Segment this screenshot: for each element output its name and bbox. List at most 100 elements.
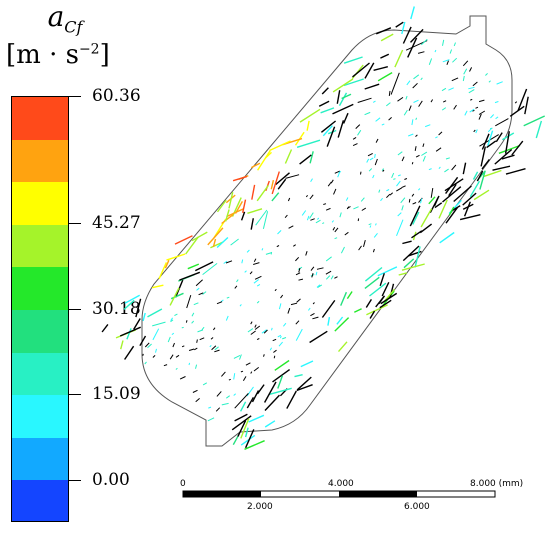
- colorbar-label-max: 60.36: [92, 86, 141, 106]
- vector-arrow: [415, 134, 418, 137]
- vector-arrow: [369, 225, 372, 228]
- vector-arrow: [472, 109, 475, 112]
- vector-arrow: [433, 197, 439, 207]
- vector-arrow: [325, 275, 331, 280]
- vector-arrow: [364, 266, 383, 282]
- vector-arrow: [408, 105, 412, 111]
- vector-arrow: [331, 220, 334, 223]
- vector-arrow: [396, 187, 403, 192]
- vector-arrow: [397, 174, 401, 177]
- vector-arrow: [245, 362, 251, 366]
- vector-arrow: [174, 313, 178, 317]
- vector-arrow: [171, 332, 175, 336]
- vector-arrow: [367, 152, 373, 157]
- vector-arrow: [369, 282, 387, 297]
- vector-arrow: [511, 140, 524, 156]
- vector-arrow: [246, 386, 254, 397]
- vector-arrow: [369, 310, 376, 319]
- vector-arrow: [236, 279, 239, 283]
- vector-arrow: [360, 197, 365, 202]
- vector-arrow: [498, 144, 521, 154]
- vector-arrow: [296, 376, 312, 391]
- vector-arrow: [321, 299, 336, 318]
- vector-arrow: [453, 104, 457, 110]
- vector-arrow: [495, 132, 503, 143]
- colorbar-label-15: 15.09: [92, 384, 141, 404]
- vector-arrow: [273, 349, 277, 353]
- vector-arrow: [340, 291, 348, 306]
- vector-arrow: [408, 133, 414, 137]
- vector-arrow: [425, 124, 431, 128]
- vector-arrow: [523, 115, 545, 127]
- vector-arrow: [355, 124, 361, 129]
- vector-arrow: [372, 100, 376, 103]
- vector-arrow: [322, 125, 333, 137]
- vector-arrow: [334, 317, 350, 332]
- vector-arrow: [395, 21, 404, 28]
- vector-arrow: [375, 117, 381, 122]
- vector-arrow: [124, 345, 135, 360]
- vector-arrow: [201, 326, 205, 331]
- vector-arrow: [442, 100, 447, 103]
- vector-arrow: [221, 214, 234, 225]
- vector-arrow: [428, 58, 433, 65]
- vector-arrow: [492, 165, 511, 171]
- vector-arrow: [256, 384, 265, 395]
- vector-arrow: [234, 393, 249, 409]
- vector-arrow: [147, 343, 152, 349]
- vector-arrow: [253, 279, 260, 284]
- vector-arrow: [250, 218, 254, 230]
- vector-arrow: [237, 420, 247, 437]
- vector-arrow: [372, 174, 375, 179]
- vector-arrow: [390, 72, 400, 95]
- vector-arrow: [343, 78, 364, 87]
- vector-arrow: [274, 359, 290, 371]
- vector-arrow: [239, 401, 247, 412]
- vector-arrow: [124, 294, 141, 304]
- vector-arrow: [152, 328, 160, 341]
- vector-arrow: [242, 376, 247, 382]
- colorbar-segment: [12, 437, 68, 481]
- vector-arrow: [464, 110, 468, 116]
- vector-arrow: [320, 120, 337, 133]
- vector-arrow: [240, 434, 256, 446]
- vector-arrow: [273, 355, 276, 359]
- vector-arrow: [199, 337, 205, 341]
- vector-arrow: [470, 98, 473, 101]
- vector-arrow: [381, 281, 390, 297]
- vector-arrow: [298, 267, 301, 273]
- vector-arrow: [332, 227, 336, 231]
- vector-arrow: [344, 231, 349, 236]
- vector-arrow: [357, 129, 362, 136]
- vector-arrow: [285, 174, 300, 179]
- vector-arrow: [420, 38, 428, 46]
- vector-arrow: [405, 95, 408, 100]
- vector-arrow: [246, 396, 255, 409]
- vector-arrow: [257, 150, 271, 171]
- vector-arrow: [369, 157, 374, 161]
- vector-arrow: [119, 326, 141, 337]
- vector-arrow: [346, 291, 353, 299]
- vector-arrow: [193, 302, 199, 306]
- vector-arrow: [277, 375, 284, 389]
- vector-arrow: [397, 96, 404, 102]
- vector-arrow: [339, 212, 342, 218]
- scale-bar-seg-1: [183, 491, 261, 497]
- vector-arrow: [264, 420, 276, 428]
- vector-arrow: [254, 275, 262, 280]
- vector-arrow: [320, 107, 335, 114]
- vector-arrow: [239, 304, 242, 307]
- vector-arrow: [332, 103, 354, 115]
- vector-arrow: [418, 188, 421, 191]
- vector-arrow: [263, 354, 265, 357]
- vector-arrow: [337, 341, 348, 353]
- vector-arrow: [195, 279, 203, 287]
- vector-arrow: [174, 235, 193, 245]
- vector-arrow: [372, 248, 375, 253]
- vector-arrow: [380, 197, 383, 202]
- vector-arrow: [277, 178, 287, 190]
- vector-arrow: [192, 389, 198, 393]
- vector-arrow: [448, 87, 454, 91]
- vector-arrow: [352, 62, 370, 78]
